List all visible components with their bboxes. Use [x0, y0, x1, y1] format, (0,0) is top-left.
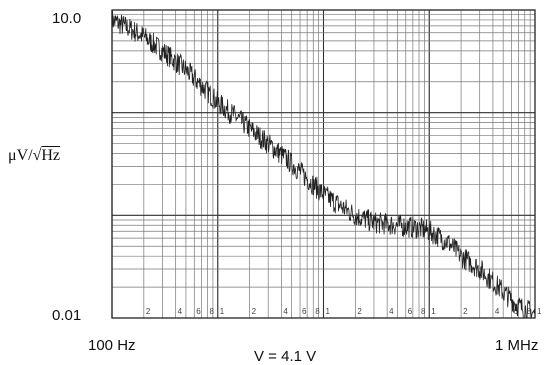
data-point	[185, 69, 187, 71]
x-minor-tick-label: 6	[302, 307, 307, 316]
data-point	[290, 162, 292, 164]
x-tick-max: 1 MHz	[495, 337, 539, 354]
data-point	[396, 224, 398, 226]
data-point	[217, 102, 219, 104]
x-minor-tick-label: 1	[537, 307, 542, 316]
x-minor-tick-label: 1	[326, 307, 331, 316]
y-axis-label-prefix: μV/	[8, 147, 33, 164]
data-point	[312, 183, 314, 185]
y-axis-label-radicand: Hz	[41, 147, 61, 164]
x-minor-tick-label: 6	[408, 307, 413, 316]
data-point	[322, 193, 324, 195]
data-point	[143, 35, 145, 37]
data-point	[248, 127, 250, 129]
data-point	[161, 50, 163, 52]
data-point	[447, 241, 449, 243]
x-minor-tick-label: 4	[178, 307, 183, 316]
data-point	[460, 255, 462, 257]
x-minor-tick-label: 1	[431, 307, 436, 316]
data-point	[354, 214, 356, 216]
data-point	[418, 227, 420, 229]
x-minor-tick-label: 8	[210, 307, 215, 316]
data-point	[235, 116, 237, 118]
noise-trace-line	[111, 10, 536, 319]
x-minor-tick-label: 6	[514, 307, 519, 316]
data-point	[206, 91, 208, 93]
plot-frame	[111, 9, 536, 319]
data-point	[111, 19, 113, 21]
x-minor-tick-label: 8	[421, 307, 426, 316]
data-point	[267, 142, 269, 144]
data-point	[517, 305, 519, 307]
voltage-annotation: V = 4.1 V	[254, 348, 317, 365]
y-tick-min: 0.01	[52, 307, 82, 324]
data-point	[428, 230, 430, 232]
y-axis-label-radical: √	[32, 147, 42, 164]
x-minor-tick-label: 6	[196, 307, 201, 316]
x-minor-tick-label: 4	[389, 307, 394, 316]
x-minor-tick-label: 8	[315, 307, 320, 316]
x-minor-tick-label: 2	[357, 307, 362, 316]
x-minor-tick-label: 1	[220, 307, 225, 316]
data-point	[479, 268, 481, 270]
data-point	[341, 206, 343, 208]
data-point	[502, 291, 504, 293]
data-point	[534, 313, 536, 315]
data-point	[129, 28, 131, 30]
y-axis-label: μV/√Hz	[8, 147, 60, 165]
y-tick-max: 10.0	[52, 10, 82, 27]
x-minor-tick-label: 2	[146, 307, 151, 316]
x-minor-tick-label: 4	[283, 307, 288, 316]
data-point	[373, 221, 375, 223]
x-tick-min: 100 Hz	[88, 337, 136, 354]
x-minor-tick-label: 4	[495, 307, 500, 316]
x-minor-tick-label: 2	[252, 307, 257, 316]
x-minor-tick-label: 8	[527, 307, 532, 316]
x-minor-tick-label: 2	[463, 307, 468, 316]
